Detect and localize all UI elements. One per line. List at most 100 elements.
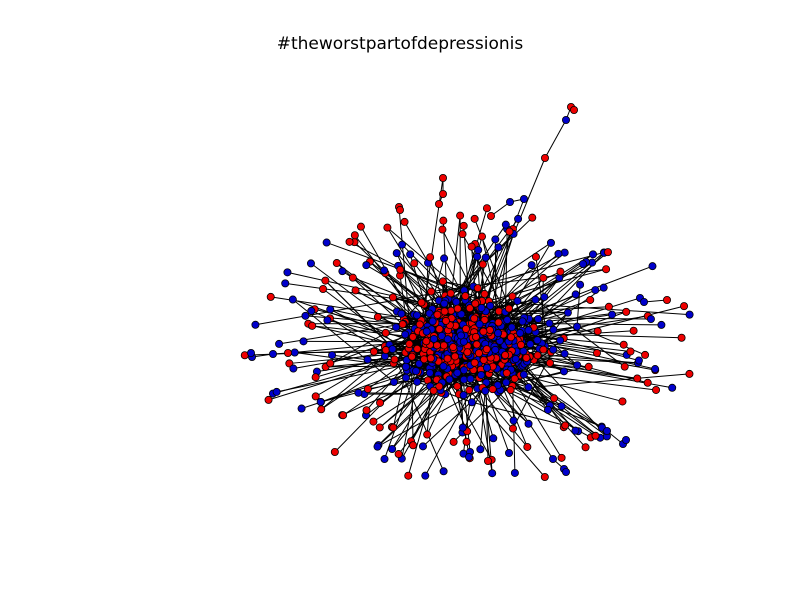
blue-node [380,266,389,275]
blue-node [477,303,486,312]
red-node [508,424,517,433]
blue-node [388,345,397,354]
red-node [619,340,628,349]
graph-edge [515,277,560,337]
blue-node [562,116,571,125]
blue-node [322,238,331,247]
red-node [443,354,452,363]
blue-node [511,355,520,364]
blue-node [518,317,527,326]
red-node [570,106,579,115]
blue-node [503,316,512,325]
red-node [326,359,335,368]
red-node [641,350,650,359]
blue-node [443,335,452,344]
blue-node [272,387,281,396]
red-node [550,394,559,403]
blue-node [540,293,549,302]
blue-node [501,220,510,229]
red-node [561,421,570,430]
blue-node [326,305,335,314]
blue-node [491,235,500,244]
blue-node [524,326,533,335]
red-node [321,276,330,285]
red-node [470,214,479,223]
blue-node [482,363,491,372]
red-node [533,351,542,360]
red-node [369,347,378,356]
blue-node [533,336,542,345]
red-node [363,385,372,394]
red-node [531,252,540,261]
red-node [395,205,404,214]
red-node [311,373,320,382]
graph-edge [358,392,446,395]
red-node [629,326,638,335]
red-node [400,217,409,226]
red-node [482,345,491,354]
blue-node [323,316,332,325]
blue-node [599,283,608,292]
graph-edge [389,344,445,472]
blue-node [589,250,598,259]
red-node [501,351,510,360]
red-node [463,348,472,357]
red-node [339,411,348,420]
red-node [592,349,601,358]
red-node [506,386,515,395]
red-node [462,437,471,446]
blue-node [373,442,382,451]
red-node [461,291,470,300]
red-node [677,333,686,342]
blue-node [415,359,424,368]
blue-node [406,250,415,259]
red-node [643,378,652,387]
nodes-layer [240,103,694,482]
blue-node [473,252,482,261]
blue-node [571,290,580,299]
red-node [383,223,392,232]
blue-node [520,194,529,203]
blue-node [398,240,407,249]
blue-node [685,310,694,319]
red-node [556,267,565,276]
blue-node [519,370,528,379]
blue-node [579,259,588,268]
blue-node [488,469,497,478]
blue-node [401,373,410,382]
red-node [540,473,549,482]
blue-node [622,435,631,444]
blue-node [513,297,522,306]
blue-node [440,254,449,263]
red-node [467,242,476,251]
blue-node [524,419,533,428]
blue-node [608,310,617,319]
graph-edge [431,268,607,293]
blue-node [456,331,465,340]
red-node [441,316,450,325]
blue-node [307,306,316,315]
blue-node [459,366,468,375]
red-node [410,259,419,268]
blue-node [504,448,513,457]
red-node [680,302,689,311]
red-node [545,358,554,367]
graph-edge [398,206,411,331]
red-node [479,327,488,336]
red-node [584,362,593,371]
blue-node [634,356,643,365]
blue-node [481,386,490,395]
blue-node [316,398,325,407]
red-node [266,292,275,301]
red-node [413,344,422,353]
red-node [409,441,418,450]
red-node [375,423,384,432]
red-node [438,277,447,286]
red-node [458,230,467,239]
red-node [451,352,460,361]
red-node [507,333,516,342]
blue-node [429,334,438,343]
red-node [390,355,399,364]
red-node [652,385,661,394]
red-node [485,326,494,335]
